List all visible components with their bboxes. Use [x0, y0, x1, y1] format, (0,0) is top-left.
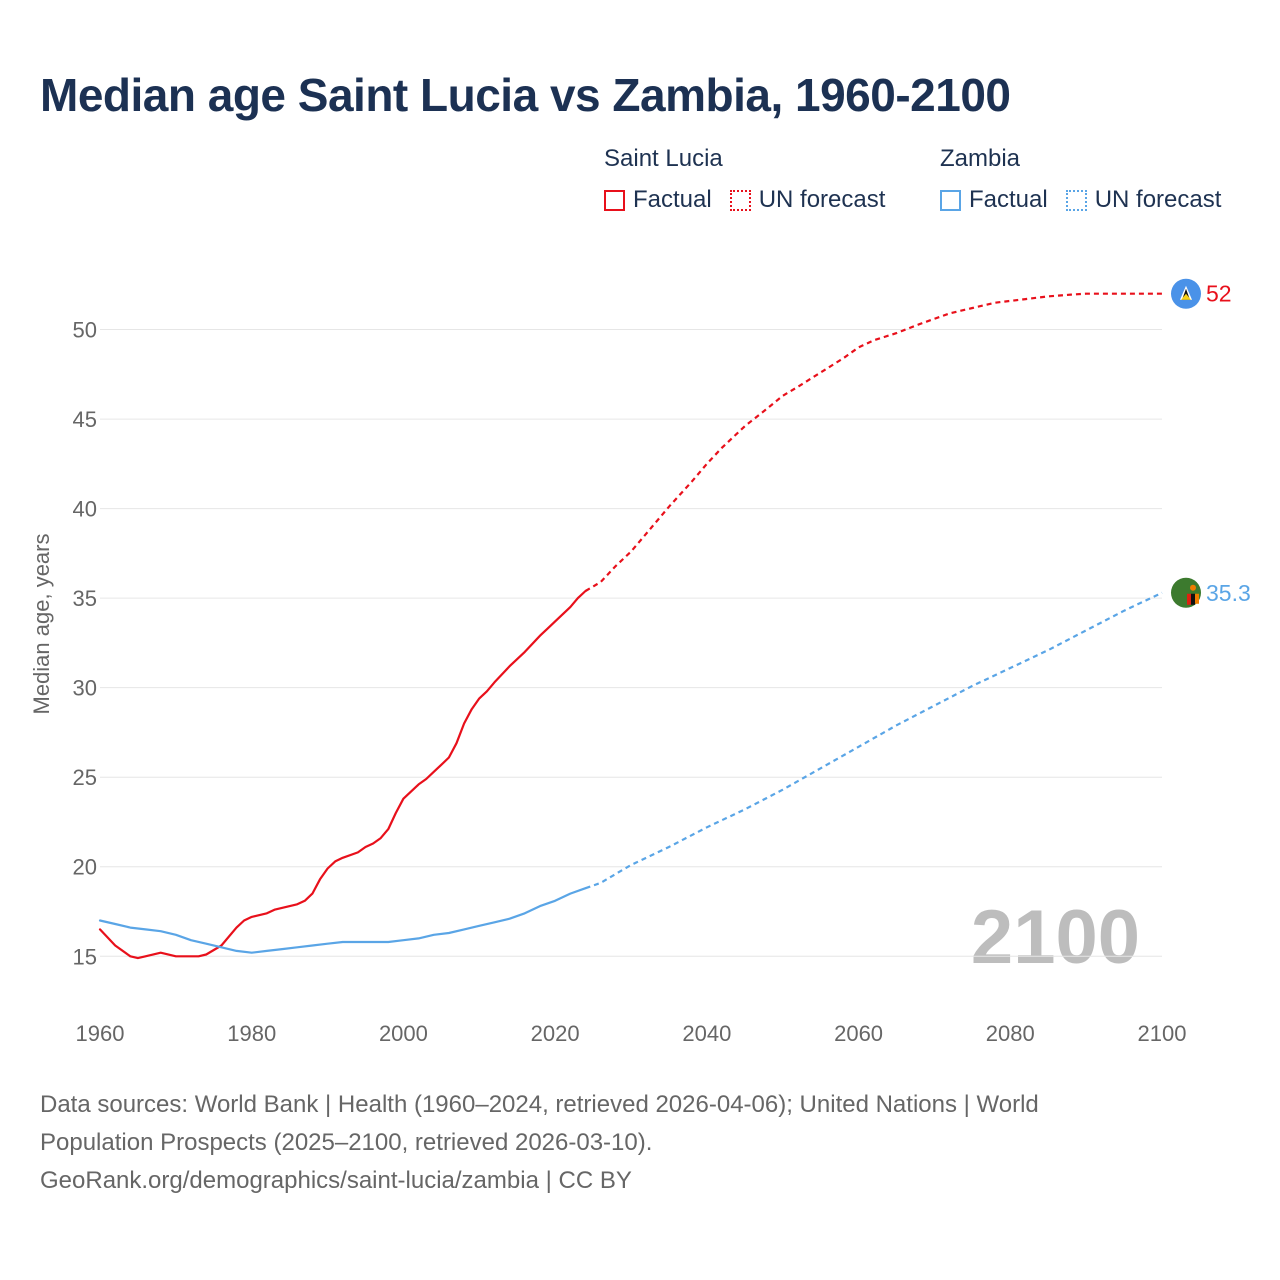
- y-tick-label-40: 40: [73, 497, 97, 522]
- x-tick-label-2000: 2000: [379, 1021, 428, 1046]
- x-tick-label-1960: 1960: [76, 1021, 125, 1046]
- legend-group-zambia: Zambia Factual UN forecast: [940, 144, 1239, 214]
- footer-attribution[interactable]: GeoRank.org/demographics/saint-lucia/zam…: [40, 1167, 632, 1194]
- legend-swatch-saint-lucia-forecast: [729, 189, 751, 211]
- legend-item-saint-lucia-factual[interactable]: Factual: [604, 186, 712, 214]
- legend-group-saint-lucia: Saint Lucia Factual UN forecast: [604, 144, 903, 214]
- end-marker-saint-lucia: [1171, 278, 1201, 309]
- flag-triangle-gold: [1181, 293, 1191, 300]
- flag-stripe-red: [1187, 593, 1191, 605]
- y-tick-label-50: 50: [73, 318, 97, 343]
- series-line-zambia-factual: [98, 887, 587, 954]
- end-marker-zambia: [1171, 577, 1201, 608]
- x-tick-label-2020: 2020: [531, 1021, 580, 1046]
- series-line-saint-lucia-factual: [98, 589, 587, 960]
- y-tick-label-35: 35: [73, 586, 97, 611]
- median-age-chart: 2100 15 20 25 30 35 40 45 50 1960 1980 2000 2020 2040…: [73, 278, 1251, 1046]
- footer: Data sources: World Bank | Health (1960–…: [40, 1086, 1150, 1200]
- legend-item-saint-lucia-forecast[interactable]: UN forecast: [729, 186, 886, 214]
- y-tick-label-30: 30: [73, 676, 97, 701]
- x-tick-label-2040: 2040: [682, 1021, 731, 1046]
- y-tick-label-15: 15: [73, 944, 97, 969]
- series-line-zambia-forecast: [585, 591, 1163, 890]
- legend-title-saint-lucia: Saint Lucia: [604, 145, 723, 172]
- legend-label-zambia-factual: Factual: [969, 186, 1048, 213]
- footer-sources: Data sources: World Bank | Health (1960–…: [40, 1091, 1039, 1156]
- flag-eagle: [1190, 584, 1196, 591]
- y-tick-label-20: 20: [73, 855, 97, 880]
- flag-stripe-black: [1191, 593, 1195, 605]
- legend-item-zambia-factual[interactable]: Factual: [940, 186, 1048, 214]
- legend-swatch-zambia-forecast: [1065, 189, 1087, 211]
- x-tick-label-2080: 2080: [986, 1021, 1035, 1046]
- flag-stripe-orange: [1195, 593, 1199, 604]
- end-label-saint-lucia: 52: [1206, 281, 1232, 307]
- y-tick-label-45: 45: [73, 407, 97, 432]
- x-tick-label-2060: 2060: [834, 1021, 883, 1046]
- chart-title: Median age Saint Lucia vs Zambia, 1960-2…: [40, 69, 1011, 121]
- legend-label-zambia-forecast: UN forecast: [1094, 186, 1222, 213]
- x-tick-label-1980: 1980: [227, 1021, 276, 1046]
- legend-swatch-zambia-factual: [940, 189, 961, 211]
- legend-label-saint-lucia-forecast: UN forecast: [758, 186, 886, 213]
- legend-item-zambia-forecast[interactable]: UN forecast: [1065, 186, 1222, 214]
- year-watermark: 2100: [971, 895, 1140, 980]
- y-tick-label-25: 25: [73, 765, 97, 790]
- end-label-zambia: 35.3: [1206, 580, 1251, 606]
- series-line-saint-lucia-forecast: [584, 292, 1162, 592]
- x-tick-label-2100: 2100: [1138, 1021, 1187, 1046]
- legend-swatch-saint-lucia-factual: [604, 189, 625, 211]
- legend-label-saint-lucia-factual: Factual: [633, 186, 712, 213]
- legend-title-zambia: Zambia: [940, 145, 1021, 172]
